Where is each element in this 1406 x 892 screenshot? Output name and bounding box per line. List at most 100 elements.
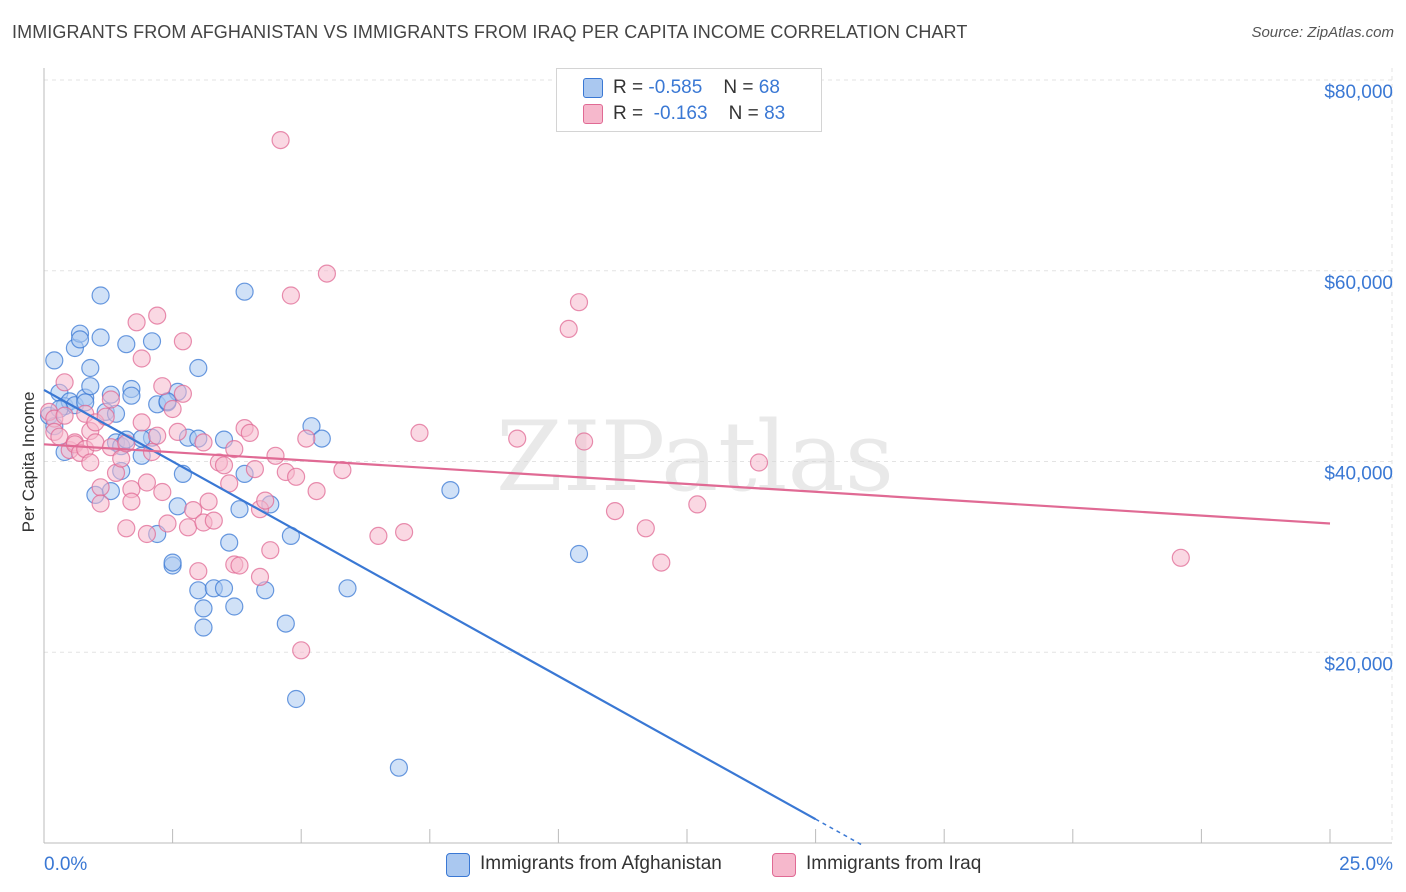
- point-iraq: [189, 562, 208, 581]
- point-iraq: [749, 453, 769, 472]
- point-afghanistan: [168, 497, 187, 516]
- bottom-legend-label-iraq: Immigrants from Iraq: [806, 853, 982, 874]
- point-iraq: [1171, 548, 1190, 567]
- point-afghanistan: [122, 386, 141, 405]
- point-iraq: [127, 313, 146, 332]
- x-tick-label: 25.0%: [1339, 854, 1393, 875]
- point-iraq: [605, 502, 625, 521]
- points-layer: [39, 131, 1190, 777]
- x-tick-label: 0.0%: [44, 854, 87, 875]
- point-afghanistan: [163, 553, 182, 572]
- point-iraq: [395, 522, 414, 542]
- point-iraq: [55, 373, 74, 392]
- point-iraq: [137, 473, 156, 492]
- point-iraq: [214, 456, 234, 475]
- point-afghanistan: [338, 579, 357, 598]
- point-iraq: [569, 293, 589, 312]
- point-iraq: [225, 440, 244, 459]
- point-iraq: [96, 407, 115, 426]
- point-afghanistan: [276, 614, 295, 633]
- point-iraq: [559, 319, 578, 338]
- point-iraq: [307, 482, 326, 501]
- point-iraq: [173, 384, 192, 403]
- point-afghanistan: [235, 282, 254, 301]
- y-tick-label: $60,000: [1324, 273, 1393, 294]
- point-iraq: [297, 429, 316, 448]
- point-afghanistan: [225, 597, 244, 616]
- legend-n-label: N =: [728, 103, 759, 124]
- bottom-legend-swatch-iraq: [772, 853, 796, 877]
- point-iraq: [636, 519, 655, 538]
- point-iraq: [153, 377, 172, 396]
- legend-r-value-iraq: -0.163: [653, 103, 708, 124]
- point-afghanistan: [230, 500, 249, 519]
- point-iraq: [163, 399, 182, 419]
- point-afghanistan: [287, 689, 306, 709]
- point-afghanistan: [189, 358, 208, 378]
- legend-r-value-afghanistan: -0.585: [648, 77, 703, 98]
- point-iraq: [101, 390, 121, 409]
- point-iraq: [261, 541, 280, 560]
- watermark: ZIPatlas: [496, 401, 894, 513]
- point-iraq: [137, 524, 156, 544]
- point-iraq: [184, 501, 203, 520]
- point-iraq: [199, 492, 218, 511]
- point-afghanistan: [70, 330, 90, 349]
- point-iraq: [153, 482, 172, 502]
- point-afghanistan: [189, 581, 208, 600]
- point-iraq: [91, 478, 110, 497]
- stats-legend: R = -0.585 N = 68 R = -0.163 N = 83: [556, 68, 822, 132]
- y-axis-label: Per Capita Income: [19, 392, 38, 533]
- point-iraq: [574, 432, 594, 451]
- point-iraq: [287, 467, 306, 486]
- point-afghanistan: [194, 599, 213, 618]
- point-iraq: [281, 286, 300, 305]
- point-afghanistan: [220, 533, 239, 552]
- point-iraq: [194, 433, 213, 452]
- point-iraq: [168, 422, 187, 441]
- labels-layer: $20,000 $40,000 $60,000 $80,000 0.0% 25.0% Per…: [19, 82, 1393, 875]
- point-afghanistan: [91, 286, 110, 305]
- point-iraq: [132, 349, 151, 368]
- legend-swatch-iraq: [583, 104, 603, 124]
- point-iraq: [250, 567, 270, 587]
- point-iraq: [292, 641, 311, 660]
- point-iraq: [117, 519, 136, 538]
- legend-n-label: N =: [723, 77, 754, 98]
- point-afghanistan: [81, 377, 100, 396]
- axis-layer: [43, 68, 1392, 844]
- trend-line-iraq: [43, 443, 1331, 525]
- point-iraq: [122, 492, 141, 511]
- point-iraq: [55, 406, 74, 425]
- point-iraq: [148, 426, 167, 445]
- point-iraq: [266, 446, 285, 465]
- point-afghanistan: [117, 335, 136, 354]
- y-tick-label: $20,000: [1324, 654, 1393, 675]
- point-iraq: [204, 511, 223, 530]
- point-afghanistan: [389, 758, 408, 777]
- legend-n-value-iraq: 83: [764, 103, 786, 124]
- chart-title: IMMIGRANTS FROM AFGHANISTAN VS IMMIGRANT…: [12, 22, 968, 42]
- trend-layer: [43, 389, 1331, 846]
- point-iraq: [132, 413, 151, 432]
- point-iraq: [240, 423, 259, 442]
- point-iraq: [112, 449, 131, 468]
- point-afghanistan: [91, 328, 110, 347]
- point-afghanistan: [81, 358, 100, 378]
- point-afghanistan: [194, 618, 213, 637]
- point-iraq: [410, 423, 429, 442]
- bottom-legend-label-afghanistan: Immigrants from Afghanistan: [480, 853, 722, 874]
- bottom-legend-swatch-afghanistan: [446, 853, 470, 877]
- point-iraq: [91, 494, 110, 513]
- point-iraq: [148, 306, 167, 325]
- point-iraq: [688, 495, 707, 514]
- y-tick-label: $40,000: [1324, 464, 1393, 485]
- source-label: Source: ZipAtlas.com: [1251, 24, 1394, 41]
- legend-swatch-afghanistan: [583, 78, 603, 98]
- point-iraq: [271, 131, 290, 150]
- point-iraq: [230, 556, 249, 575]
- y-tick-label: $80,000: [1324, 82, 1393, 103]
- trend-line-afghanistan: [43, 389, 817, 821]
- legend-r-label: R =: [613, 77, 644, 98]
